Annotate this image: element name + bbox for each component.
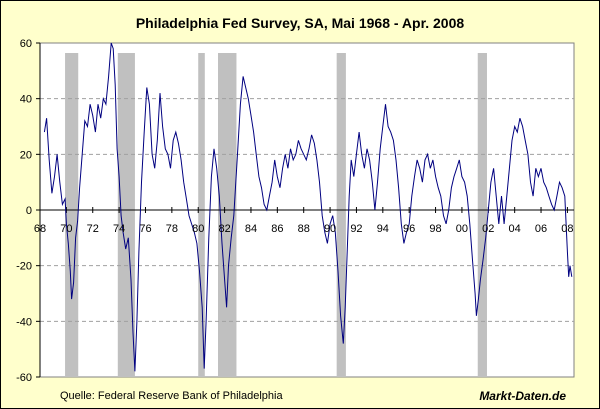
recession-band-5: [477, 53, 487, 377]
y-tick-label: 40: [20, 94, 32, 106]
x-tick-label: 72: [87, 223, 99, 235]
series-line-0: [43, 42, 573, 372]
y-tick-label: -20: [16, 261, 32, 273]
x-tick-label: 96: [403, 223, 415, 235]
y-tick-label: 60: [20, 38, 32, 50]
series-layer: [43, 42, 573, 372]
x-tick-label: 92: [350, 223, 362, 235]
x-tick-labels: 68 70 72 74 76 78 80 82 84 86 88 90 92 94 96 98 00 02 04 06…: [34, 223, 574, 235]
y-tick-label: -40: [16, 316, 32, 328]
x-tick-label: 84: [245, 223, 257, 235]
x-tick-label: 70: [60, 223, 72, 235]
recession-band-3: [218, 53, 237, 377]
recession-band-1: [117, 53, 135, 377]
x-tick-label: 74: [113, 223, 125, 235]
y-tick-labels: 60 40 20 0 -20 -40 -60: [16, 38, 32, 384]
recession-band-4: [336, 53, 346, 377]
x-tick-label: 86: [271, 223, 283, 235]
y-tick-label: 20: [20, 149, 32, 161]
recession-band-0: [65, 53, 79, 377]
x-tick-label: 88: [298, 223, 310, 235]
y-tick-label: 0: [26, 205, 32, 217]
brand-label: Markt-Daten.de: [479, 389, 566, 403]
x-tick-label: 68: [34, 223, 46, 235]
recession-bands: [65, 53, 487, 377]
x-tick-label: 02: [482, 223, 494, 235]
x-tick-label: 78: [166, 223, 178, 235]
x-tick-label: 80: [192, 223, 204, 235]
recession-band-2: [198, 53, 205, 377]
axes: [36, 42, 574, 378]
x-tick-label: 98: [429, 223, 441, 235]
x-tick-label: 04: [509, 223, 521, 235]
x-tick-label: 00: [456, 223, 468, 235]
x-tick-label: 06: [535, 223, 547, 235]
source-label: Quelle: Federal Reserve Bank of Philadel…: [60, 390, 283, 402]
y-tick-label: -60: [16, 372, 32, 384]
x-tick-label: 94: [377, 223, 389, 235]
x-tick-label: 08: [561, 223, 573, 235]
x-tick-label: 90: [324, 223, 336, 235]
chart-title: Philadelphia Fed Survey, SA, Mai 1968 - …: [136, 15, 465, 31]
x-tick-label: 82: [218, 223, 230, 235]
x-tick-label: 76: [139, 223, 151, 235]
